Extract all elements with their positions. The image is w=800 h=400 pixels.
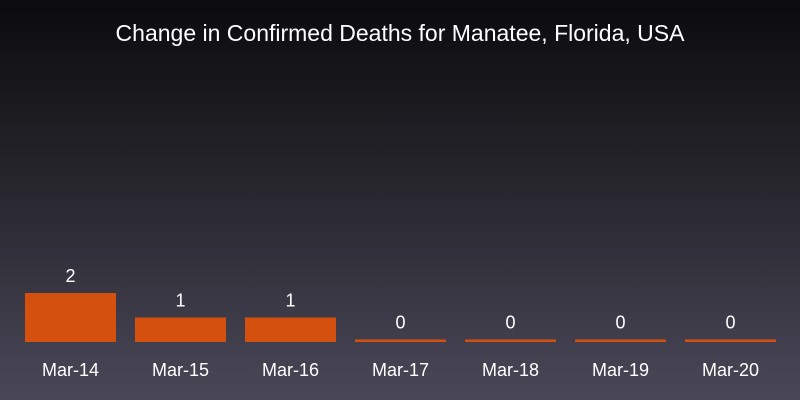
bar-value-label: 1: [285, 291, 295, 311]
x-tick-label: Mar-18: [482, 360, 539, 380]
bar-mar-17: [355, 339, 446, 342]
bar-mar-19: [575, 339, 666, 342]
bar-value-label: 1: [175, 291, 185, 311]
bar-mar-20: [685, 339, 776, 342]
x-tick-label: Mar-16: [262, 360, 319, 380]
bar-mar-14: [25, 293, 116, 342]
bar-mar-15: [135, 317, 226, 342]
bar-value-label: 0: [615, 313, 625, 333]
x-tick-label: Mar-15: [152, 360, 209, 380]
bar-mar-18: [465, 339, 556, 342]
x-tick-label: Mar-19: [592, 360, 649, 380]
x-tick-label: Mar-20: [702, 360, 759, 380]
chart-title: Change in Confirmed Deaths for Manatee, …: [115, 20, 685, 46]
x-tick-label: Mar-17: [372, 360, 429, 380]
bar-value-label: 0: [505, 313, 515, 333]
bar-mar-16: [245, 317, 336, 342]
bar-value-label: 0: [395, 313, 405, 333]
bar-value-label: 2: [65, 266, 75, 286]
x-tick-label: Mar-14: [42, 360, 99, 380]
bar-value-label: 0: [725, 313, 735, 333]
